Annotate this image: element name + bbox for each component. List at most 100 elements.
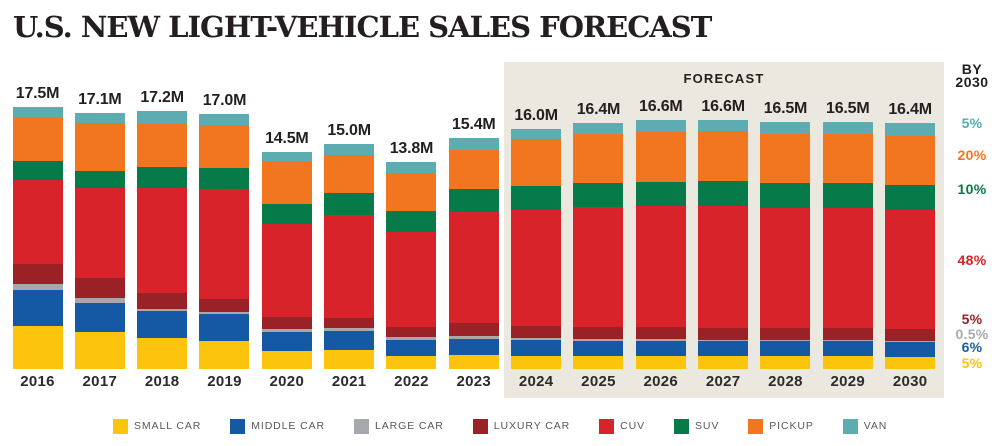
bar-2025-segment-cuv [573,207,624,327]
bar-2028-segment-cuv [760,207,811,328]
bar-2026 [635,120,686,369]
bar-2019-segment-large-car [199,312,250,315]
bar-2022-segment-van [386,162,437,174]
bar-2017-segment-suv [74,171,125,188]
bar-2020-segment-cuv [261,223,312,317]
bar-total-label-2023: 15.4M [452,116,496,133]
year-label-2027: 2027 [705,373,741,390]
bar-2029-segment-small-car [822,356,873,369]
bar-2020 [261,151,312,369]
by-2030-label-small-car: 5% [961,355,983,371]
bar-total-label-2016: 17.5M [15,84,60,102]
by-2030-header-line1: BY [961,61,983,77]
year-label-2021: 2021 [331,373,367,390]
year-label-2019: 2019 [207,373,242,390]
by-2030-label-luxury-car: 5% [961,311,983,327]
bar-2024-segment-suv [511,186,562,210]
bar-2027-segment-luxury-car [698,327,749,340]
bar-2017-segment-middle-car [74,303,125,332]
bar-2026-segment-cuv [635,206,686,328]
bar-2016-segment-cuv [12,180,63,264]
bar-2019-segment-cuv [199,189,250,299]
by-2030-label-middle-car: 6% [961,339,983,355]
bar-2030-segment-small-car [885,356,936,369]
bar-2027-segment-cuv [698,206,749,328]
bar-2021-segment-luxury-car [324,318,375,328]
bar-total-label-2027: 16.6M [701,98,745,115]
bar-2021-segment-small-car [324,350,375,369]
bar-2030-segment-van [885,123,936,137]
bar-2028-segment-suv [760,182,811,208]
legend-item-van: VAN [842,418,888,434]
bar-2025-segment-suv [573,182,624,208]
bar-2028-segment-large-car [760,339,811,342]
year-label-2030: 2030 [892,373,928,390]
bar-2018-segment-pickup [137,123,188,168]
bar-2026-segment-pickup [635,132,686,182]
legend-label-suv: SUV [694,420,720,432]
year-label-2025: 2025 [581,373,616,390]
bar-2028 [760,121,811,369]
legend-item-cuv: CUV [599,418,645,434]
bar-2019-segment-middle-car [199,314,250,341]
bar-2023-segment-middle-car [448,339,499,355]
bar-2027-segment-van [698,120,749,132]
bar-2018 [137,111,188,369]
bar-2021-segment-cuv [324,214,375,318]
bar-2024 [511,129,562,369]
bar-2025 [573,123,624,369]
legend-label-van: VAN [863,420,888,432]
legend-label-small-car: SMALL CAR [134,420,202,432]
bar-2027-segment-middle-car [698,341,749,357]
bar-2029-segment-pickup [822,133,873,184]
bar-2024-segment-cuv [511,210,562,326]
bar-total-label-2019: 17.0M [202,92,247,109]
bar-2021-segment-large-car [324,327,375,331]
bar-2022-segment-pickup [386,173,437,211]
legend-label-middle-car: MIDDLE CAR [251,420,325,432]
bar-total-label-2028: 16.5M [763,99,808,117]
bar-2018-segment-luxury-car [137,292,188,309]
bar-2030-segment-suv [885,185,936,211]
bar-total-label-2022: 13.8M [389,140,434,157]
bar-2026-segment-small-car [635,355,686,369]
bar-2025-segment-large-car [573,338,624,341]
year-label-2024: 2024 [518,373,554,390]
bar-2023-segment-van [448,138,499,150]
bar-2021-segment-pickup [324,154,375,193]
bar-2020-segment-pickup [261,160,312,204]
year-label-2029: 2029 [830,373,866,390]
bar-2019-segment-van [199,114,250,125]
bar-2016-segment-van [12,106,63,117]
legend-swatch-suv [673,418,689,434]
legend-swatch-luxury-car [472,418,488,434]
bar-2030-segment-luxury-car [885,328,936,341]
legend-item-suv: SUV [673,418,720,434]
bar-2018-segment-small-car [137,337,188,369]
bar-total-label-2025: 16.4M [576,101,621,118]
bar-2024-segment-luxury-car [511,325,562,338]
legend-swatch-small-car [113,418,128,434]
bar-2025-segment-middle-car [573,340,624,356]
bar-2017-segment-pickup [74,123,125,171]
page-title: U.S. NEW LIGHT-VEHICLE SALES FORECAST [13,10,712,44]
bar-2023-segment-luxury-car [448,323,499,336]
legend-swatch-large-car [354,418,369,434]
bar-2020-segment-small-car [261,351,312,369]
by-2030-label-suv: 10% [957,181,987,197]
bar-2022-segment-large-car [386,336,437,340]
bar-2023-segment-cuv [448,211,499,324]
legend-label-pickup: PICKUP [769,420,814,432]
bar-2022-segment-small-car [386,355,437,369]
bar-2020-segment-middle-car [261,332,312,351]
bar-2029-segment-middle-car [822,341,873,357]
bar-2026-segment-large-car [635,339,686,341]
bar-2025-segment-pickup [573,133,624,183]
bar-2028-segment-middle-car [760,341,811,357]
forecast-label: FORECAST [683,71,765,86]
bar-2020-segment-luxury-car [261,316,312,330]
bar-2019-segment-small-car [199,340,250,369]
by-2030-header: BY 2030 [944,61,1000,89]
bar-2019-segment-luxury-car [199,298,250,312]
